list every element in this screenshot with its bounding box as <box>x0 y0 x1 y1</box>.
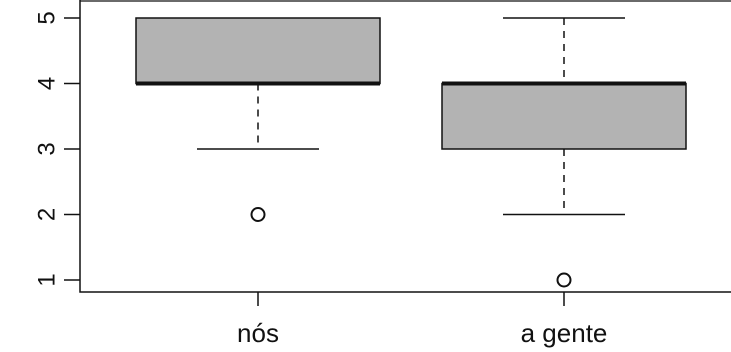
outlier-point <box>252 208 265 221</box>
outlier-point <box>558 274 571 287</box>
x-tick-label: nós <box>237 318 279 348</box>
y-tick-label: 3 <box>33 142 60 155</box>
x-tick-label: a gente <box>521 318 608 348</box>
box-iqr <box>442 84 686 150</box>
y-tick-label: 2 <box>33 208 60 221</box>
box-iqr <box>136 18 380 84</box>
y-tick-label: 1 <box>33 273 60 286</box>
y-tick-label: 4 <box>33 77 60 90</box>
y-tick-label: 5 <box>33 11 60 24</box>
